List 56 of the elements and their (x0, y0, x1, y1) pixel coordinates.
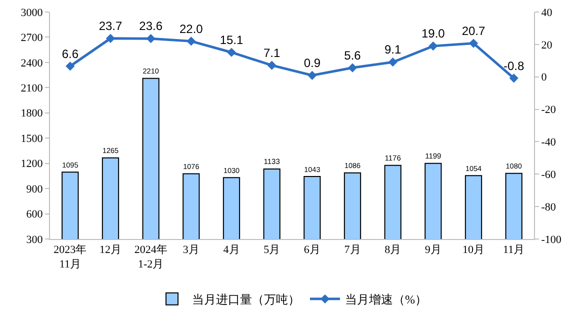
data-label: 19.0 (421, 26, 446, 41)
point (146, 34, 156, 44)
y2-tick-label: -40 (541, 136, 556, 149)
point (308, 70, 317, 80)
y2-tick-label: 0 (541, 72, 548, 84)
x-tick-label: 3月 (182, 244, 200, 256)
y-tick-label: 300 (26, 234, 44, 246)
data-label: 20.7 (462, 24, 486, 38)
y-tick-label: 2700 (20, 32, 44, 44)
y2-tick-label: -80 (541, 201, 556, 214)
data-label: 9.1 (384, 42, 402, 57)
point (186, 36, 196, 46)
x-tick-label: 2023年 11月 (54, 244, 87, 270)
x-tick-label: 9月 (424, 244, 442, 256)
y-tick-label: 3000 (20, 6, 44, 19)
point (66, 62, 75, 71)
point (388, 58, 398, 67)
point (106, 34, 116, 43)
y2-tick-label: 40 (541, 6, 553, 19)
data-label: 5.6 (344, 48, 362, 62)
x-tick-label: 8月 (384, 244, 402, 256)
x-tick-label: 10月 (462, 244, 484, 256)
y2-tick-label: -60 (541, 168, 556, 181)
point (267, 60, 276, 70)
y2-tick-label: -100 (541, 234, 562, 246)
data-label: 15.1 (220, 32, 244, 47)
x-tick-label: 6月 (304, 244, 320, 256)
y-tick-label: 2400 (20, 57, 44, 70)
point (428, 42, 438, 51)
x-tick-label: 4月 (223, 244, 240, 256)
legend-label: 当月增速（%） (345, 292, 427, 307)
data-label: -0.8 (503, 58, 524, 73)
x-tick-label: 5月 (264, 244, 280, 256)
y-tick-label: 1500 (20, 132, 44, 145)
x-tick-label: 12月 (100, 244, 122, 256)
legend-label: 当月进口量（万吨） (192, 292, 300, 307)
y2-tick-label: -20 (541, 104, 556, 116)
point (226, 48, 236, 57)
point (348, 63, 358, 72)
point (509, 74, 518, 83)
data-label: 23.7 (98, 19, 122, 34)
y-tick-label: 2100 (20, 82, 44, 95)
x-tick-label: 2024年 1-2月 (134, 244, 168, 270)
point (468, 38, 478, 48)
data-label: 0.9 (304, 56, 321, 70)
y-tick-label: 900 (26, 183, 44, 196)
data-label: 6.6 (62, 46, 79, 61)
data-label: 23.6 (139, 19, 163, 34)
x-tick-label: 7月 (344, 244, 361, 256)
y2-tick-label: 20 (541, 39, 553, 52)
y-tick-label: 1800 (20, 108, 44, 120)
data-label: 22.0 (179, 22, 204, 36)
y-tick-label: 1200 (20, 158, 44, 170)
data-label: 7.1 (263, 46, 280, 60)
x-tick-label: 11月 (503, 244, 525, 256)
y-tick-label: 600 (26, 208, 44, 221)
